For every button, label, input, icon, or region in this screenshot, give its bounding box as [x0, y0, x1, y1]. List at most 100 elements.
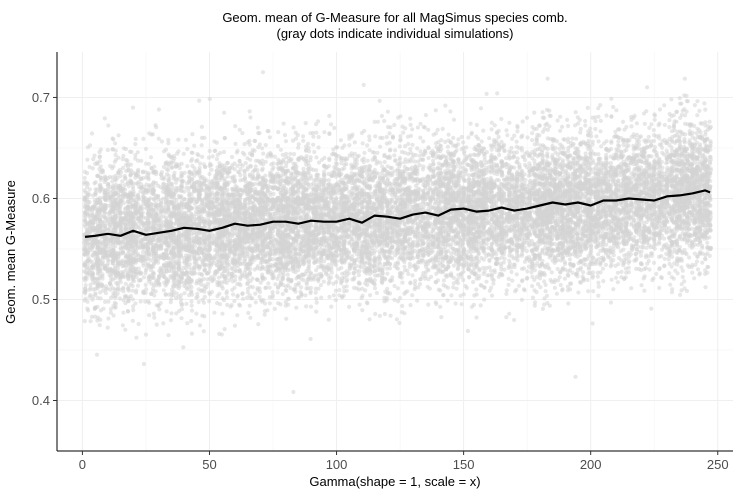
simulation-point — [189, 150, 194, 155]
simulation-point — [268, 150, 273, 156]
simulation-point — [90, 210, 95, 215]
simulation-point — [250, 153, 255, 158]
simulation-point — [263, 159, 268, 164]
simulation-point — [221, 149, 227, 155]
simulation-point — [176, 177, 181, 182]
simulation-point — [121, 165, 126, 170]
simulation-point — [249, 218, 255, 223]
simulation-point — [97, 269, 102, 274]
simulation-point — [123, 295, 128, 300]
simulation-point — [247, 138, 252, 143]
simulation-point — [189, 299, 194, 304]
simulation-point — [159, 201, 164, 206]
simulation-point — [233, 141, 238, 146]
simulation-point — [105, 263, 110, 268]
simulation-point — [218, 150, 223, 156]
simulation-point — [125, 158, 130, 163]
simulation-point — [120, 157, 125, 162]
simulation-point — [222, 136, 227, 141]
simulation-point — [100, 272, 105, 277]
simulation-point — [128, 207, 133, 212]
simulation-point — [166, 205, 171, 210]
simulation-point — [113, 295, 118, 300]
simulation-point — [256, 322, 261, 327]
simulation-point — [86, 308, 91, 313]
simulation-point — [246, 310, 251, 316]
simulation-point — [97, 196, 102, 201]
simulation-point — [264, 285, 269, 290]
simulation-point — [129, 149, 134, 155]
simulation-point — [201, 276, 206, 281]
simulation-point — [89, 131, 95, 136]
simulation-point — [166, 137, 171, 143]
simulation-point — [83, 215, 88, 220]
simulation-point — [107, 281, 112, 286]
simulation-point — [103, 290, 108, 296]
simulation-point — [263, 178, 268, 183]
simulation-point — [151, 264, 156, 270]
simulation-point — [144, 287, 149, 292]
simulation-point — [82, 175, 87, 181]
simulation-point — [106, 258, 111, 263]
simulation-point — [164, 309, 169, 314]
simulation-point — [182, 291, 187, 296]
simulation-point — [110, 179, 115, 184]
simulation-point — [237, 281, 242, 286]
simulation-point — [247, 303, 252, 308]
simulation-point — [179, 161, 184, 166]
simulation-point — [204, 178, 210, 183]
simulation-point — [246, 226, 251, 231]
simulation-point — [240, 296, 246, 301]
simulation-point — [189, 331, 194, 336]
simulation-point — [118, 280, 123, 285]
simulation-point — [103, 206, 108, 211]
simulation-point — [100, 276, 105, 281]
simulation-point — [87, 287, 92, 292]
simulation-point — [190, 157, 195, 162]
simulation-point — [88, 143, 93, 148]
simulation-point — [92, 153, 97, 158]
simulation-point — [242, 152, 247, 157]
simulation-point — [131, 304, 136, 309]
simulation-point — [169, 165, 175, 170]
simulation-point — [125, 308, 130, 314]
simulation-point — [95, 173, 100, 178]
simulation-point — [135, 283, 141, 288]
simulation-point — [102, 299, 108, 304]
simulation-point — [227, 180, 232, 185]
simulation-point — [89, 259, 94, 264]
simulation-point — [207, 148, 212, 154]
simulation-point — [155, 260, 161, 265]
simulation-point — [194, 295, 199, 300]
simulation-point — [111, 313, 116, 318]
simulation-point — [143, 290, 148, 295]
simulation-point — [232, 167, 237, 172]
simulation-point — [248, 157, 253, 162]
simulation-point — [201, 162, 206, 167]
simulation-point — [148, 155, 154, 160]
simulation-point — [87, 192, 92, 197]
simulation-point — [219, 173, 224, 178]
simulation-point — [185, 321, 190, 326]
simulation-point — [182, 189, 187, 194]
simulation-point — [272, 154, 277, 159]
simulation-point — [120, 323, 125, 328]
simulation-point — [128, 200, 133, 205]
simulation-point — [106, 123, 111, 128]
simulation-point — [271, 191, 276, 196]
simulation-point — [200, 154, 205, 159]
simulation-point — [112, 263, 117, 268]
simulation-point — [260, 70, 266, 75]
simulation-point — [233, 274, 238, 279]
simulation-point — [232, 177, 237, 182]
simulation-point — [113, 152, 118, 158]
simulation-point — [97, 323, 102, 328]
simulation-point — [112, 206, 117, 211]
simulation-point — [108, 307, 113, 312]
simulation-point — [267, 135, 272, 140]
simulation-point — [161, 288, 166, 293]
simulation-point — [179, 174, 184, 179]
simulation-point — [197, 323, 203, 328]
simulation-point — [131, 308, 136, 313]
simulation-point — [248, 315, 253, 320]
